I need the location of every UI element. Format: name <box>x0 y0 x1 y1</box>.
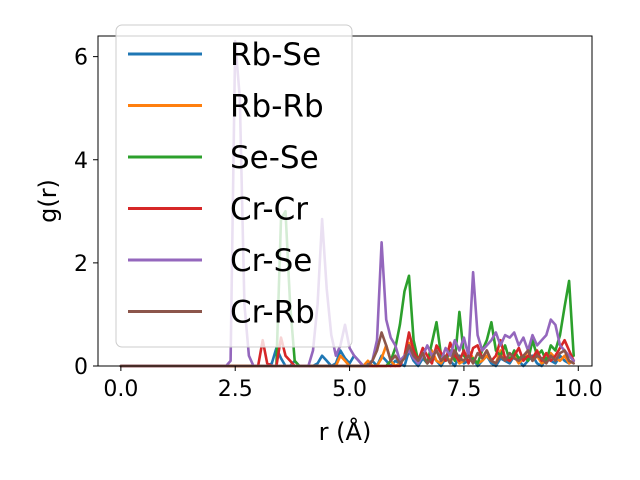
legend-label-rb-rb: Rb-Rb <box>230 89 324 125</box>
legend-label-cr-rb: Cr-Rb <box>230 295 315 331</box>
y-axis-label: g(r) <box>34 179 62 223</box>
legend: Rb-Se Rb-Rb Se-Se Cr-Cr Cr-Se Cr-Rb <box>115 24 353 348</box>
x-tick-label: 10.0 <box>554 377 603 402</box>
legend-label-se-se: Se-Se <box>230 140 319 176</box>
x-tick-label: 0.0 <box>103 377 138 402</box>
legend-label-cr-se: Cr-Se <box>230 243 312 279</box>
x-tick-label: 2.5 <box>218 377 253 402</box>
legend-label-cr-cr: Cr-Cr <box>230 192 308 228</box>
y-axis: 0 2 4 6 <box>74 46 98 380</box>
y-tick-label: 4 <box>74 149 88 174</box>
x-tick-label: 7.5 <box>446 377 481 402</box>
y-tick-label: 0 <box>74 355 88 380</box>
legend-label-rb-se: Rb-Se <box>230 37 321 73</box>
y-tick-label: 6 <box>74 46 88 71</box>
x-axis-label: r (Å) <box>319 417 372 446</box>
x-tick-label: 5.0 <box>332 377 367 402</box>
y-tick-label: 2 <box>74 252 88 277</box>
x-axis: 0.0 2.5 5.0 7.5 10.0 <box>103 366 603 402</box>
